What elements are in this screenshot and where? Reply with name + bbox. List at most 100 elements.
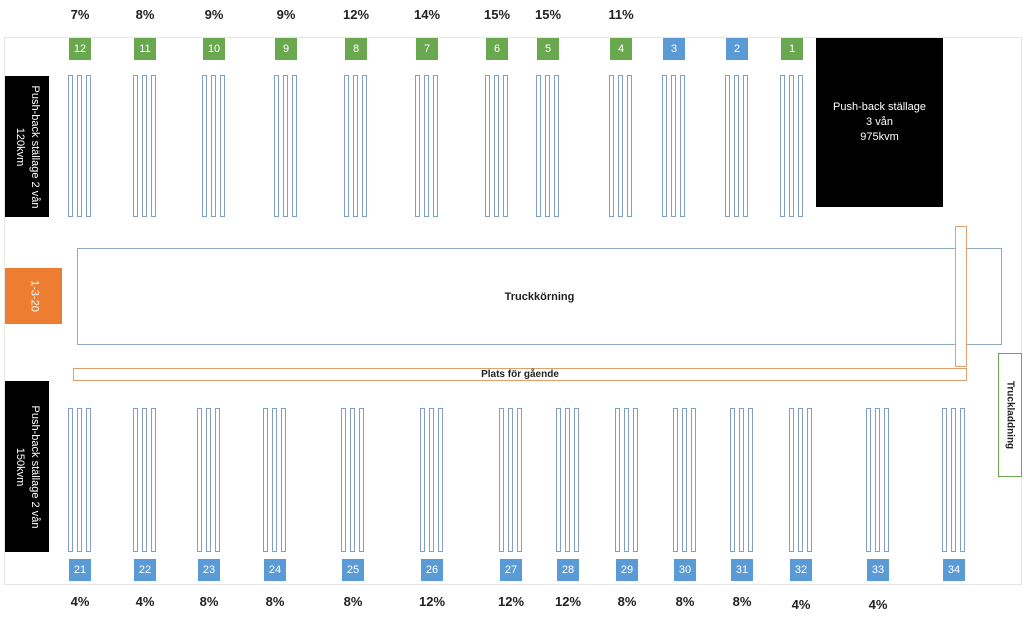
rack-number-27: 27 — [500, 559, 522, 581]
rack-27 — [499, 408, 524, 552]
rack-bay — [142, 75, 147, 217]
rack-11 — [133, 75, 158, 217]
rack-number-4: 4 — [610, 38, 632, 60]
rack-34 — [942, 408, 967, 552]
rack-bay — [730, 408, 735, 552]
walkway-vertical — [955, 226, 967, 367]
rack-26 — [420, 408, 445, 552]
rack-bay — [866, 408, 871, 552]
rack-bay — [807, 408, 812, 552]
rack-number-21: 21 — [69, 559, 91, 581]
rack-bay — [884, 408, 889, 552]
rack-percentage-4: 11% — [608, 7, 634, 22]
rack-number-5: 5 — [537, 38, 559, 60]
rack-bay — [662, 75, 667, 217]
rack-bay — [725, 75, 730, 217]
rack-percentage-28: 12% — [554, 594, 582, 609]
rack-bay — [350, 408, 355, 552]
rack-bay — [682, 408, 687, 552]
warehouse-outline — [4, 37, 1022, 585]
rack-8 — [344, 75, 369, 217]
rack-bay — [344, 75, 349, 217]
rack-bay — [951, 408, 956, 552]
rack-bay — [680, 75, 685, 217]
rack-number-8: 8 — [345, 38, 367, 60]
rack-bay — [68, 75, 73, 217]
rack-bay — [748, 408, 753, 552]
rack-bay — [574, 408, 579, 552]
rack-bay — [673, 408, 678, 552]
rack-bay — [618, 75, 623, 217]
rack-percentage-6: 15% — [483, 7, 511, 22]
rack-bay — [739, 408, 744, 552]
rack-percentage-27: 12% — [497, 594, 525, 609]
rack-29 — [615, 408, 640, 552]
rack-bay — [424, 75, 429, 217]
rack-bay — [415, 75, 420, 217]
pushback-block-bottom-left-text: Push-back ställage 2 vån 150kvm — [14, 405, 41, 528]
pushback-block-top-right-line3: 975kvm — [860, 131, 899, 143]
rack-percentage-5: 15% — [534, 7, 562, 22]
rack-4 — [609, 75, 634, 217]
rack-bay — [133, 408, 138, 552]
rack-number-6: 6 — [486, 38, 508, 60]
rack-bay — [671, 75, 676, 217]
rack-percentage-30: 8% — [675, 594, 695, 609]
rack-percentage-32: 4% — [791, 597, 811, 612]
orange-block: 1-3-20 — [5, 268, 62, 324]
rack-bay — [274, 75, 279, 217]
rack-number-31: 31 — [731, 559, 753, 581]
rack-percentage-22: 4% — [135, 594, 155, 609]
rack-bay — [633, 408, 638, 552]
rack-23 — [197, 408, 222, 552]
rack-bay — [942, 408, 947, 552]
rack-bay — [554, 75, 559, 217]
rack-21 — [68, 408, 93, 552]
rack-bay — [142, 408, 147, 552]
rack-bay — [499, 408, 504, 552]
rack-number-11: 11 — [134, 38, 156, 60]
rack-percentage-21: 4% — [70, 594, 90, 609]
rack-bay — [556, 408, 561, 552]
rack-bay — [734, 75, 739, 217]
rack-33 — [866, 408, 891, 552]
rack-bay — [362, 75, 367, 217]
rack-number-3: 3 — [663, 38, 685, 60]
rack-30 — [673, 408, 698, 552]
rack-percentage-8: 12% — [342, 7, 370, 22]
rack-bay — [133, 75, 138, 217]
rack-bay — [197, 408, 202, 552]
rack-bay — [281, 408, 286, 552]
pushback-block-top-left: Push-back ställage 2 vån 120kvm — [5, 76, 49, 217]
rack-bay — [420, 408, 425, 552]
rack-bay — [508, 408, 513, 552]
rack-bay — [151, 75, 156, 217]
pushback-block-top-right-line2: 3 vån — [866, 116, 893, 128]
pedestrian-walkway: Plats för gående — [73, 368, 967, 381]
rack-number-33: 33 — [867, 559, 889, 581]
pushback-block-top-left-text: Push-back ställage 2 vån 120kvm — [14, 85, 41, 208]
rack-bay — [341, 408, 346, 552]
rack-7 — [415, 75, 440, 217]
rack-number-10: 10 — [203, 38, 225, 60]
rack-6 — [485, 75, 510, 217]
rack-percentage-33: 4% — [868, 597, 888, 612]
rack-bay — [202, 75, 207, 217]
rack-number-25: 25 — [342, 559, 364, 581]
rack-bay — [86, 408, 91, 552]
rack-bay — [517, 408, 522, 552]
truck-drive-zone: Truckkörning — [77, 248, 1002, 345]
rack-bay — [272, 408, 277, 552]
rack-25 — [341, 408, 366, 552]
rack-bay — [263, 408, 268, 552]
rack-number-2: 2 — [726, 38, 748, 60]
rack-2 — [725, 75, 750, 217]
rack-percentage-10: 9% — [204, 7, 224, 22]
rack-bay — [545, 75, 550, 217]
rack-bay — [283, 75, 288, 217]
rack-bay — [211, 75, 216, 217]
rack-percentage-7: 14% — [413, 7, 441, 22]
rack-number-7: 7 — [416, 38, 438, 60]
rack-percentage-23: 8% — [199, 594, 219, 609]
rack-number-34: 34 — [943, 559, 965, 581]
